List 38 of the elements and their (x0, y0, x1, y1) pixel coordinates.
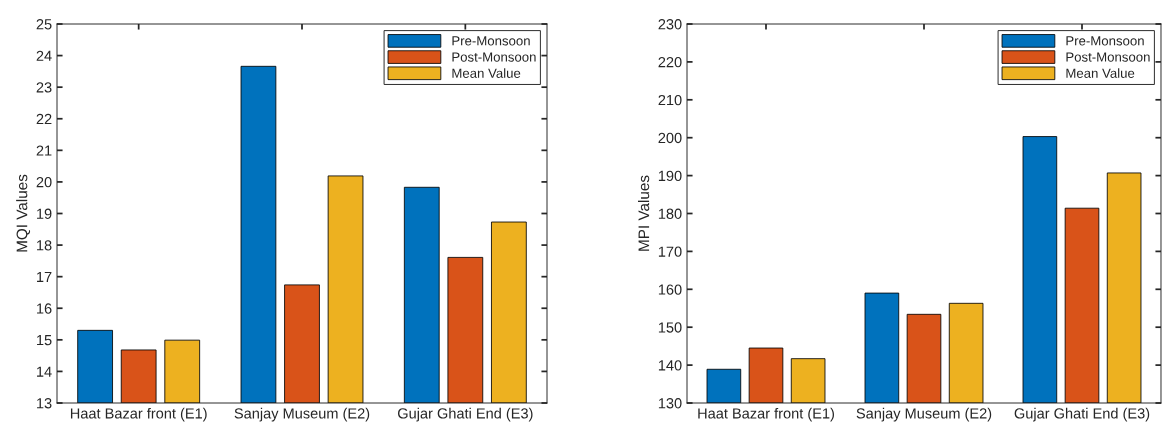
y-tick-label: 25 (36, 19, 52, 30)
x-tick-label: Sanjay Museum (E2) (856, 407, 992, 422)
y-tick-label: 24 (36, 50, 52, 61)
y-tick-label: 14 (37, 366, 52, 377)
x-tick-label: Gujar Ghati End (E3) (1014, 407, 1150, 422)
y-tick-label: 17 (37, 271, 52, 282)
y-tick-label: 22 (36, 113, 52, 125)
y-tick-label: 170 (658, 246, 682, 257)
legend-label: Mean Value (452, 68, 521, 78)
y-tick-label: 130 (658, 398, 682, 409)
legend-label: Post-Monsoon (1066, 52, 1150, 62)
x-tick-label: Sanjay Museum (E2) (234, 407, 370, 422)
x-tick-label: Haat Bazar front (E1) (698, 407, 834, 422)
y-tick-label: 190 (658, 170, 682, 182)
y-tick-label: 160 (658, 284, 682, 295)
legend-label: Pre-Monsoon (452, 36, 530, 46)
x-tick-label: Haat Bazar front (E1) (70, 407, 207, 422)
y-axis-title: MPI Values (638, 175, 650, 251)
y-tick-label: 230 (658, 19, 682, 30)
legend-label: Mean Value (1066, 68, 1135, 78)
y-axis-title: MQI Values (16, 174, 31, 252)
legend-label: Pre-Monsoon (1066, 36, 1144, 46)
x-tick-label: Gujar Ghati End (E3) (397, 407, 533, 422)
y-tick-label: 19 (37, 208, 52, 219)
y-tick-label: 21 (36, 145, 52, 156)
y-tick-label: 20 (36, 177, 52, 188)
y-tick-label: 15 (37, 335, 52, 346)
y-tick-label: 16 (37, 303, 52, 314)
y-tick-label: 18 (37, 240, 52, 251)
y-tick-label: 23 (36, 82, 52, 93)
y-tick-label: 140 (658, 360, 682, 371)
y-tick-label: 220 (658, 57, 682, 68)
y-tick-label: 210 (658, 94, 682, 106)
legend-label: Post-Monsoon (452, 52, 536, 62)
y-tick-label: 180 (658, 208, 682, 219)
y-tick-label: 200 (658, 132, 682, 144)
y-tick-label: 150 (658, 322, 682, 333)
y-tick-label: 13 (37, 398, 52, 409)
